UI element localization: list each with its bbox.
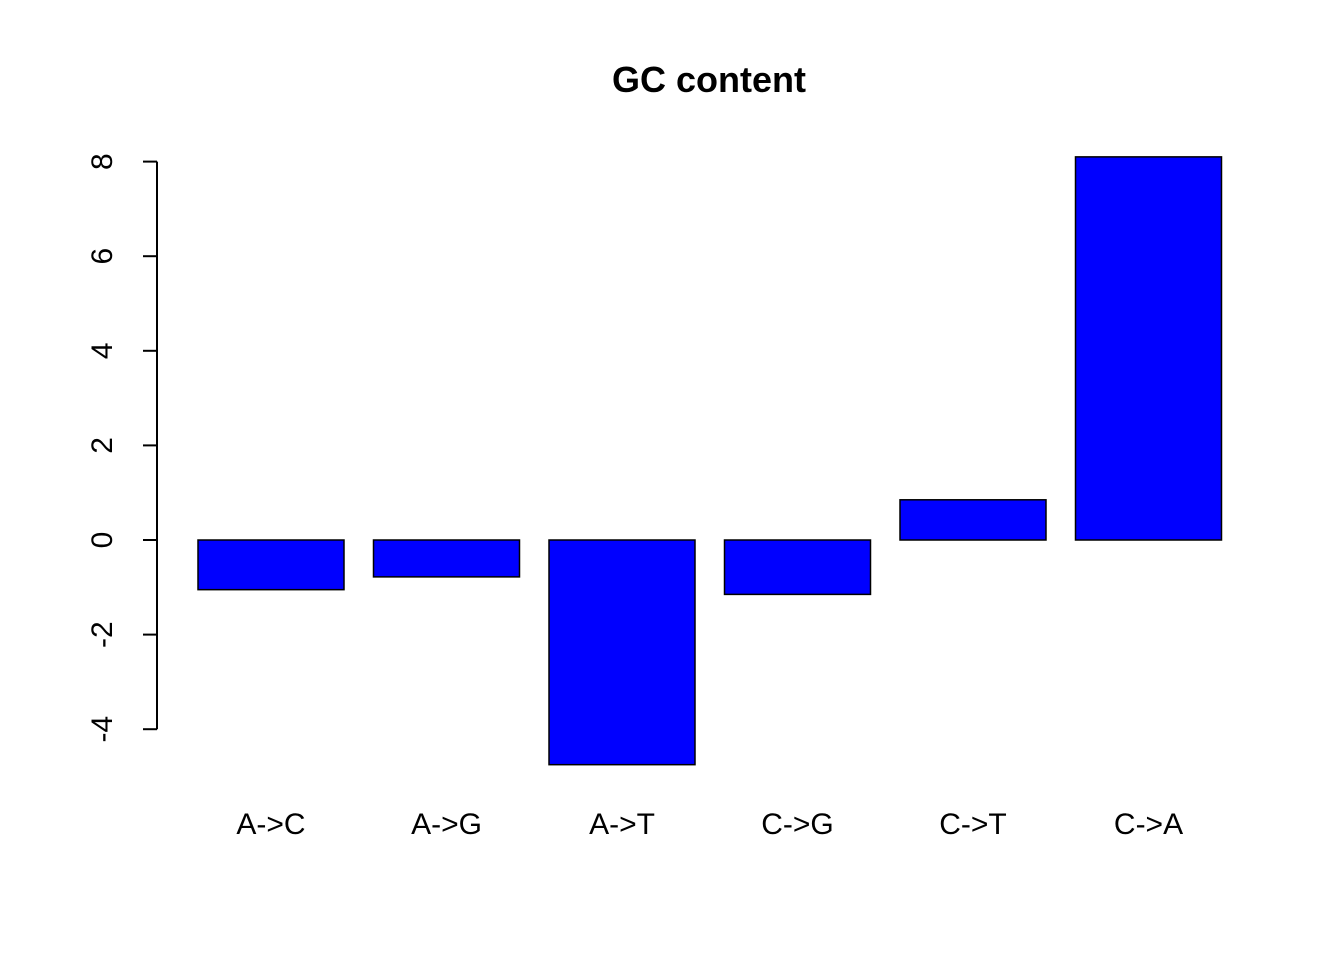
- bar-ag: [372, 539, 521, 578]
- bar-at: [548, 539, 696, 766]
- y-axis: -4 -2 0 2 4 6 8: [86, 153, 158, 743]
- x-category-label: A->C: [236, 808, 305, 841]
- x-category-label: C->A: [1114, 808, 1183, 841]
- bar-ct: [899, 499, 1047, 541]
- y-tick-label: 4: [86, 342, 119, 359]
- y-tick-label: 8: [86, 153, 119, 170]
- bar-cg: [723, 539, 872, 596]
- x-axis-labels: A->C A->G A->T C->G C->T C->A: [236, 808, 1183, 841]
- x-category-label: C->T: [939, 808, 1007, 841]
- y-tick-label: -4: [86, 716, 119, 743]
- x-category-label: A->G: [411, 808, 482, 841]
- chart-title: GC content: [612, 59, 806, 100]
- x-category-label: A->T: [589, 808, 655, 841]
- bars-group: [197, 156, 1223, 766]
- y-tick-label: 2: [86, 437, 119, 454]
- x-category-label: C->G: [761, 808, 834, 841]
- y-tick-label: 6: [86, 248, 119, 265]
- y-tick-label: 0: [86, 532, 119, 549]
- bar-ac: [197, 539, 345, 591]
- bar-ca: [1074, 156, 1223, 541]
- y-tick-label: -2: [86, 621, 119, 648]
